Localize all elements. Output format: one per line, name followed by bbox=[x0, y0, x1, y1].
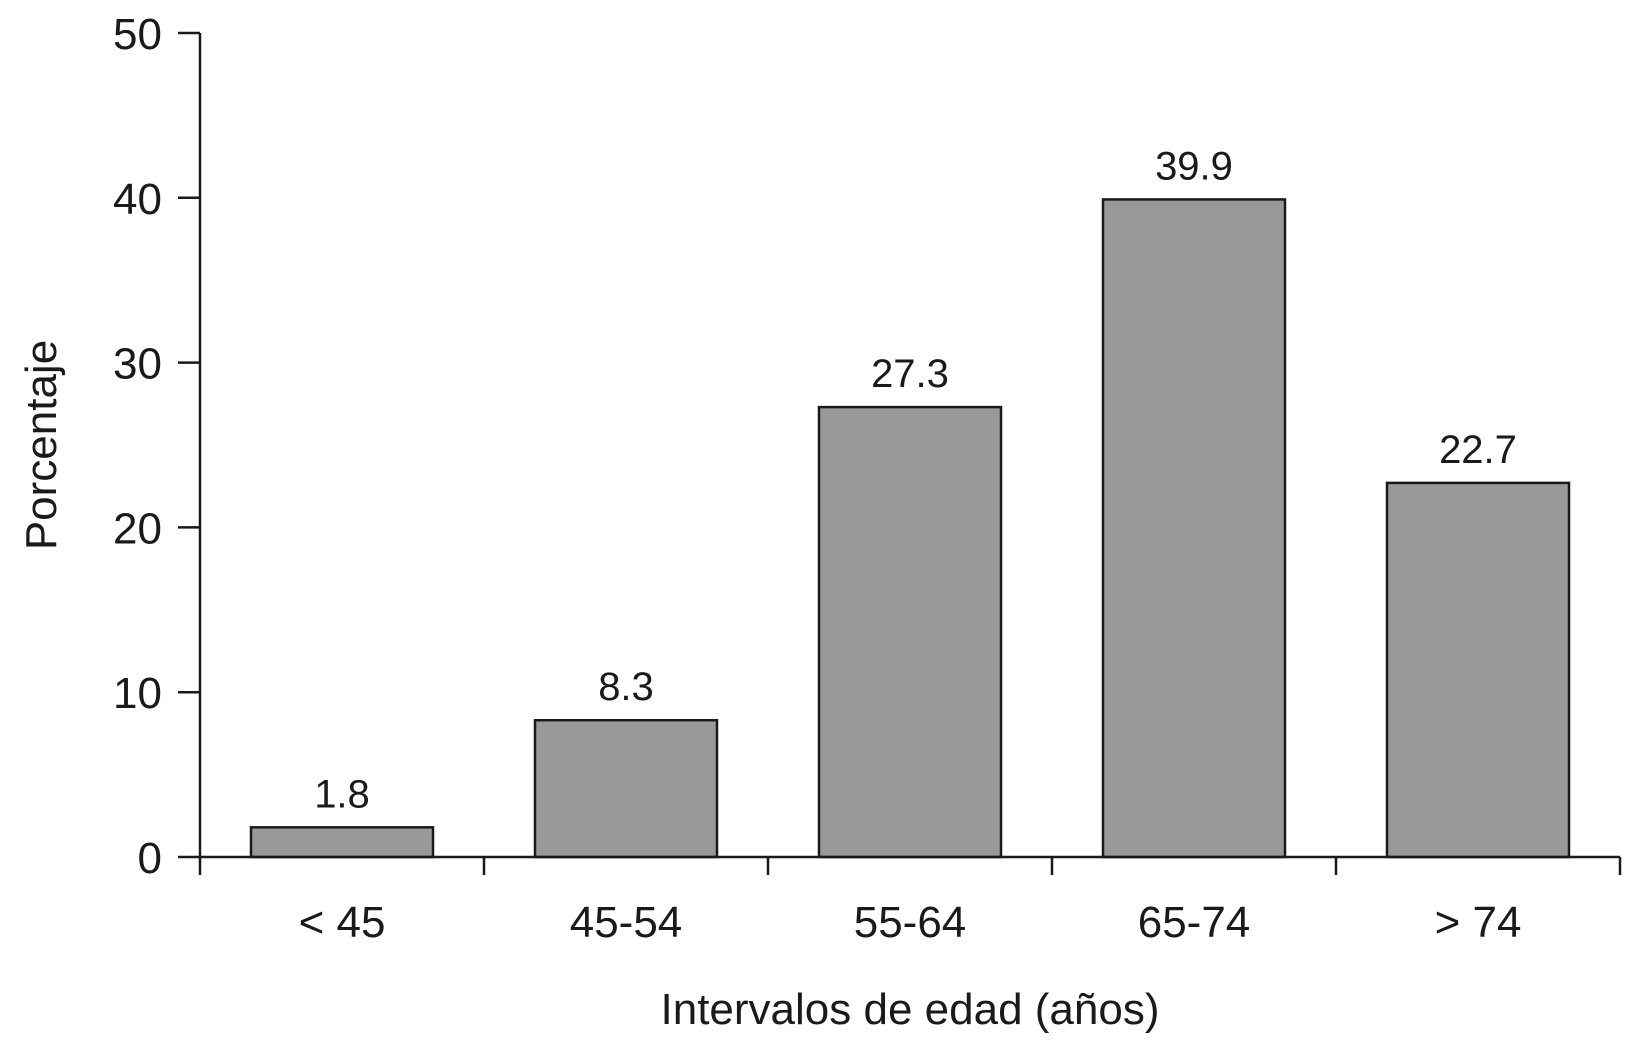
data-label: 27.3 bbox=[871, 352, 949, 396]
bar bbox=[249, 826, 435, 859]
data-label: 22.7 bbox=[1439, 428, 1517, 472]
y-axis-ticks: 0 10 20 30 40 50 bbox=[113, 10, 200, 883]
bar bbox=[533, 718, 719, 859]
data-label: 1.8 bbox=[314, 772, 370, 816]
y-tick-label: 10 bbox=[113, 669, 162, 718]
bar bbox=[1101, 198, 1287, 859]
y-tick-label: 0 bbox=[138, 834, 162, 883]
y-axis-title: Porcentaje bbox=[17, 340, 66, 550]
x-axis-title: Intervalos de edad (años) bbox=[661, 985, 1160, 1034]
bar bbox=[817, 405, 1003, 859]
bars: 1.8 8.3 27.3 39.9 22.7 bbox=[249, 144, 1571, 859]
data-label: 8.3 bbox=[598, 665, 654, 709]
x-tick-label: > 74 bbox=[1435, 898, 1522, 947]
x-tick-label: < 45 bbox=[299, 898, 386, 947]
x-tick-label: 45-54 bbox=[570, 898, 683, 947]
x-tick-label: 55-64 bbox=[854, 898, 967, 947]
y-tick-label: 50 bbox=[113, 10, 162, 59]
data-label: 39.9 bbox=[1155, 144, 1233, 188]
bar bbox=[1385, 481, 1571, 859]
y-tick-label: 30 bbox=[113, 340, 162, 389]
y-tick-label: 40 bbox=[113, 175, 162, 224]
x-tick-label: 65-74 bbox=[1138, 898, 1251, 947]
y-tick-label: 20 bbox=[113, 504, 162, 553]
x-axis-ticks: < 45 45-54 55-64 65-74 > 74 bbox=[198, 857, 1622, 947]
